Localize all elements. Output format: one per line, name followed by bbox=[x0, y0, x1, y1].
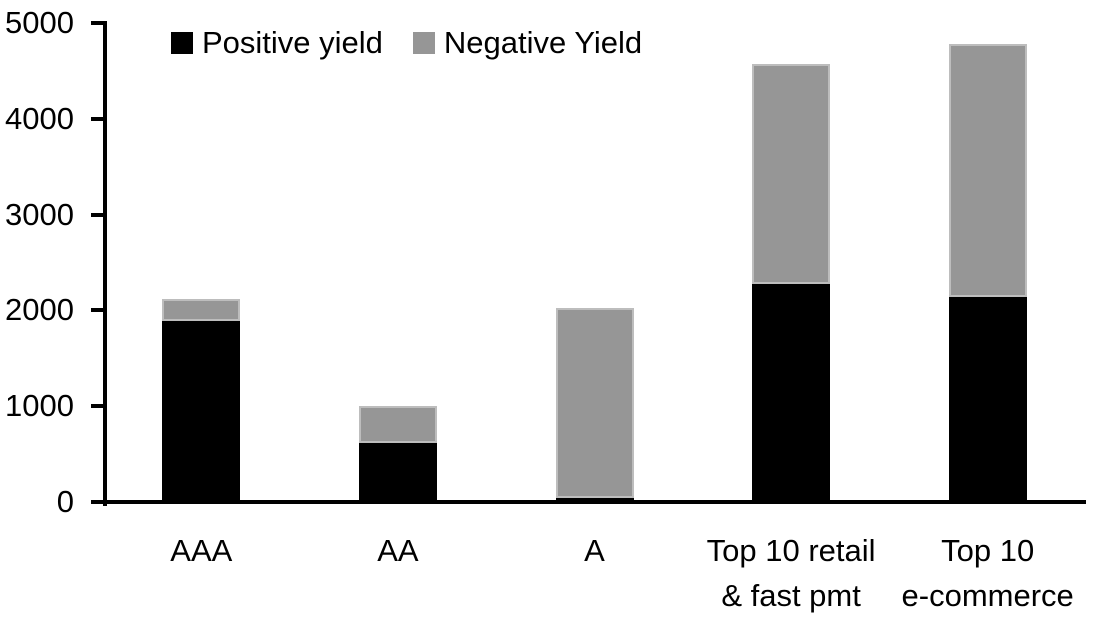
bar-negative-segment bbox=[948, 44, 1027, 297]
y-axis-tick-label: 1000 bbox=[5, 388, 74, 424]
y-axis-tick bbox=[91, 212, 103, 217]
y-axis-tick bbox=[91, 404, 103, 409]
y-axis-tick-label: 3000 bbox=[5, 196, 74, 232]
positive-yield-swatch-icon bbox=[171, 32, 193, 54]
y-axis-tick bbox=[91, 21, 103, 25]
bar-negative-segment bbox=[162, 298, 241, 321]
x-axis-category-label: Top 10 e-commerce bbox=[901, 533, 1074, 613]
negative-yield-swatch-icon bbox=[412, 32, 435, 54]
x-axis-category-label: Top 10 retail & fast pmt bbox=[706, 533, 876, 613]
legend-item-positive-yield: Positive yield bbox=[171, 25, 383, 61]
y-axis-tick-label: 4000 bbox=[5, 100, 74, 136]
y-axis-tick bbox=[91, 500, 103, 504]
x-axis-category-label: AAA bbox=[170, 533, 233, 568]
y-axis-tick-label: 0 bbox=[56, 484, 74, 519]
x-axis-line bbox=[103, 500, 1086, 504]
chart-legend: Positive yield Negative Yield bbox=[171, 25, 642, 61]
bar-positive-segment bbox=[162, 320, 241, 502]
bar-negative-segment bbox=[358, 406, 437, 443]
y-axis-tick bbox=[91, 308, 103, 313]
y-axis-tick-label: 5000 bbox=[5, 5, 74, 40]
bar-positive-segment bbox=[555, 498, 634, 502]
x-axis-category-label: A bbox=[584, 533, 605, 568]
legend-label-positive-yield: Positive yield bbox=[202, 25, 383, 60]
legend-item-negative-yield: Negative Yield bbox=[412, 25, 643, 61]
y-axis-tick bbox=[91, 116, 103, 121]
bar-positive-segment bbox=[358, 442, 437, 502]
legend-label-negative-yield: Negative Yield bbox=[443, 25, 643, 60]
y-axis-line bbox=[103, 21, 107, 506]
x-axis-category-label: AA bbox=[377, 533, 419, 568]
bar-positive-segment bbox=[948, 296, 1027, 502]
bar-negative-segment bbox=[555, 307, 634, 499]
y-axis-tick-label: 2000 bbox=[5, 292, 74, 328]
bar-negative-segment bbox=[752, 64, 831, 284]
bar-positive-segment bbox=[752, 283, 831, 502]
